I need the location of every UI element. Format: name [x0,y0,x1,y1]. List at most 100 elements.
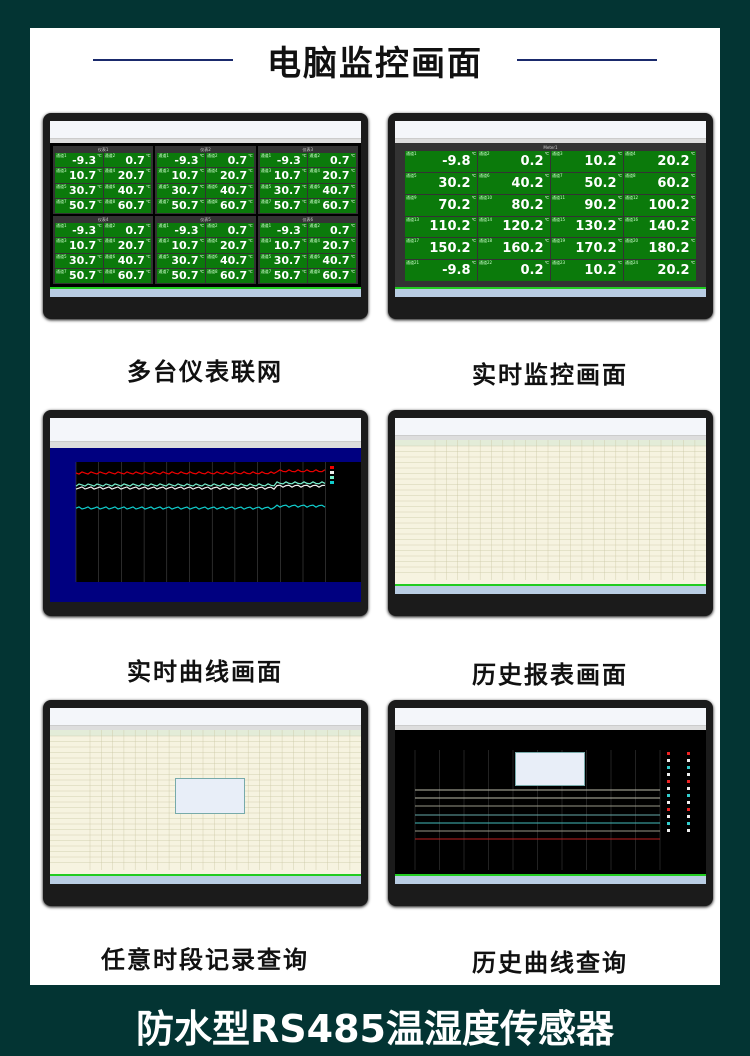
channel-label: 通道6 [479,172,490,178]
unit-label: ℃ [301,183,307,189]
toolbar [50,418,361,442]
unit-label: ℃ [301,223,307,228]
legend-swatch [687,808,690,811]
channel-label: 通道1 [406,151,417,156]
laptop-multi-meter: 仪表1 通道1 -9.3 ℃ 通道2 0.7 ℃ 通道3 10.7 ℃ 通道4 20.7 ℃ 通道5 30.… [43,113,368,319]
channel-tile: 通道5 30.7 ℃ [259,183,308,198]
channel-label: 通道14 [479,216,493,222]
unit-label: ℃ [145,223,151,228]
legend-swatch [667,766,670,769]
legend-swatch [667,794,670,797]
channel-label: 通道4 [206,168,218,174]
query-dialog[interactable] [515,752,585,786]
laptop-history-report [388,410,713,616]
unit-label: ℃ [350,268,356,274]
channel-label: 通道2 [206,153,218,158]
channel-value: 40.7 [220,184,248,198]
channel-tile: 通道2 0.7 ℃ [103,153,152,168]
channel-tile: 通道3 10.7 ℃ [55,238,103,253]
unit-label: ℃ [97,198,102,204]
unit-label: ℃ [248,223,253,228]
channel-tile: 通道7 50.7 ℃ [55,268,103,283]
channel-tile: 通道2 0.7 ℃ [205,153,254,168]
channel-value: 30.7 [171,184,199,198]
meter-panel: 仪表1 通道1 -9.3 ℃ 通道2 0.7 ℃ 通道3 10.7 ℃ 通道4 20.7 ℃ 通道5 30.… [53,146,154,214]
channel-value: 20.7 [322,238,350,252]
tab-strip [50,726,361,730]
channel-tile: 通道5 30.7 ℃ [259,253,308,268]
channel-label: 通道19 [552,238,566,244]
channel-label: 通道2 [104,153,116,158]
channel-tile: 通道8 60.7 ℃ [103,198,152,213]
channel-tile: 通道8 60.7 ℃ [205,268,254,283]
channel-label: 通道2 [309,153,320,158]
channel-tile: 通道1 -9.8 ℃ [405,151,477,172]
unit-label: ℃ [145,168,151,174]
channel-value: -9.3 [72,223,97,237]
channel-label: 通道4 [625,151,636,156]
channel-value: 170.2 [575,241,617,257]
channel-tile: 通道3 10.7 ℃ [55,168,103,183]
toolbar [395,708,706,726]
channel-value: 30.7 [273,184,301,198]
meter-title: 仪表3 [302,147,314,152]
channel-value: 10.2 [584,263,617,279]
series-line [75,481,326,487]
unit-label: ℃ [617,238,623,244]
query-dialog[interactable] [175,778,245,814]
channel-tile: 通道5 30.2 ℃ [405,172,477,194]
channel-value: 10.7 [171,238,199,252]
unit-label: ℃ [248,253,253,259]
channel-label: 通道6 [309,183,320,189]
channel-tile: 通道6 40.7 ℃ [103,253,152,268]
caption-realtime-curve: 实时曲线画面 [127,658,283,686]
channel-tile: 通道20 180.2 ℃ [624,238,696,260]
channel-label: 通道10 [479,194,493,200]
channel-value: 110.2 [429,219,471,235]
channel-label: 通道7 [260,268,272,274]
channel-tile: 通道4 20.7 ℃ [205,238,254,253]
legend-swatch [667,759,670,762]
legend-swatch [330,471,334,474]
meter-panel: 仪表3 通道1 -9.3 ℃ 通道2 0.7 ℃ 通道3 10.7 ℃ 通道4 20.7 ℃ 通道5 30.… [257,146,358,214]
series-line [75,484,326,490]
channel-tile: 通道10 80.2 ℃ [478,194,550,216]
taskbar [395,874,706,884]
channel-tile: 通道7 50.7 ℃ [259,268,308,283]
unit-label: ℃ [97,253,102,259]
channel-label: 通道21 [406,260,420,266]
unit-label: ℃ [690,172,696,178]
channel-label: 通道2 [104,223,116,228]
channel-label: 通道3 [56,168,67,174]
channel-tile: 通道19 170.2 ℃ [551,238,623,260]
channel-value: 20.7 [220,168,248,182]
channel-value: 50.2 [584,175,617,191]
caption-history-curve: 历史曲线查询 [472,949,628,977]
meter-title: 仪表4 [97,217,109,222]
unit-label: ℃ [617,194,623,200]
meter-title: 仪表1 [97,147,109,152]
channel-label: 通道4 [309,168,320,174]
channel-label: 通道2 [309,223,320,228]
legend-swatch [330,481,334,484]
legend-swatch [687,752,690,755]
channel-label: 通道3 [260,238,272,244]
legend-swatch [687,759,690,762]
channel-label: 通道7 [56,268,67,274]
channel-value: -9.3 [276,223,301,237]
unit-label: ℃ [97,268,102,274]
channel-value: 40.2 [511,175,544,191]
unit-label: ℃ [301,253,307,259]
channel-tile: 通道3 10.7 ℃ [259,168,308,183]
channel-value: 0.7 [227,153,248,167]
channel-value: 60.7 [117,199,145,213]
channel-value: 0.7 [125,153,145,167]
unit-label: ℃ [248,183,253,189]
channel-label: 通道7 [552,172,563,178]
legend-swatch [687,829,690,832]
legend-swatch [687,822,690,825]
series-line [75,504,326,510]
channel-value: 80.2 [511,197,544,213]
unit-label: ℃ [199,268,204,274]
caption-multi-meter: 多台仪表联网 [127,358,283,386]
